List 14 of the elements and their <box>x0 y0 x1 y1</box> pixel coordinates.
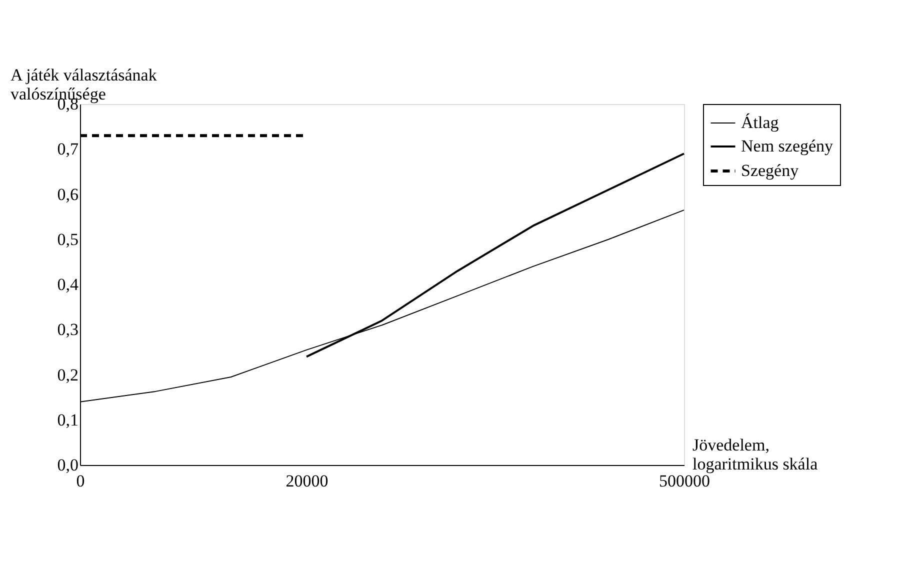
x-axis-title: Jövedelem, logaritmikus skála <box>692 436 818 474</box>
legend-label: Szegény <box>741 161 800 180</box>
y-tick-label: 0,3 <box>57 320 78 340</box>
legend-label: Átlag <box>741 113 780 132</box>
y-tick-label: 0,7 <box>57 140 79 159</box>
y-tick-label: 0,6 <box>57 184 78 204</box>
legend-label: Nem szegény <box>741 136 834 156</box>
x-tick-label: 20000 <box>286 472 328 490</box>
x-tick-label: 0 <box>76 472 85 490</box>
y-tick-label: 0,2 <box>57 365 78 384</box>
y-tick-label: 0,0 <box>57 456 78 474</box>
y-tick-label: 0,1 <box>57 410 78 430</box>
y-tick-label: 0,4 <box>57 275 79 294</box>
y-tick-label: 0,5 <box>57 230 78 249</box>
